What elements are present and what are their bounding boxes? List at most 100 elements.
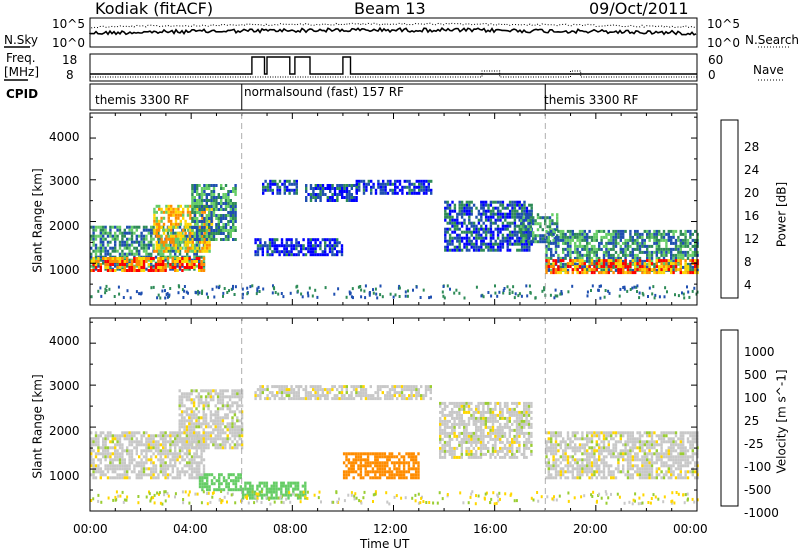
- power-cell: [401, 191, 404, 195]
- power-cell: [324, 253, 327, 257]
- power-cell: [559, 232, 562, 236]
- power-cell: [220, 226, 223, 229]
- velocity-cell: [272, 487, 276, 491]
- power-cell: [554, 262, 558, 266]
- velocity-cell: [190, 461, 194, 465]
- power-cell: [506, 245, 509, 249]
- power-cell: [99, 258, 102, 262]
- velocity-cell: [463, 419, 466, 423]
- power-cell: [634, 238, 637, 242]
- velocity-cell: [451, 413, 454, 417]
- power-cell: [106, 231, 110, 235]
- power-cell: [527, 222, 530, 226]
- velocity-cell: [482, 452, 485, 456]
- power-cell: [605, 271, 608, 275]
- power-cell: [660, 232, 663, 236]
- power-cell: [353, 196, 356, 199]
- velocity-cell: [446, 449, 449, 453]
- power-cell: [234, 193, 237, 196]
- power-cell: [529, 291, 532, 294]
- velocity-cell: [297, 391, 300, 395]
- power-cell: [588, 247, 591, 251]
- power-cell: [133, 240, 136, 244]
- power-cell: [607, 259, 610, 263]
- velocity-cell: [183, 452, 186, 456]
- power-cell: [99, 286, 102, 290]
- power-cell: [634, 259, 637, 263]
- velocity-cell: [128, 449, 131, 453]
- velocity-cell: [228, 443, 232, 447]
- velocity-cell: [200, 449, 203, 453]
- power-cell: [418, 185, 421, 189]
- velocity-cell: [186, 461, 189, 465]
- power-cell: [590, 268, 594, 272]
- power-cell: [498, 290, 501, 294]
- velocity-cell: [118, 434, 122, 438]
- power-cell: [554, 259, 558, 263]
- power-cell: [569, 232, 572, 236]
- velocity-cell: [511, 407, 514, 411]
- velocity-cell: [491, 443, 495, 447]
- power-cell: [691, 232, 694, 236]
- power-cell: [647, 295, 649, 298]
- power-cell: [140, 266, 143, 269]
- power-cell: [626, 253, 630, 257]
- velocity-cell: [90, 473, 93, 477]
- velocity-cell: [264, 397, 267, 401]
- velocity-cell: [343, 397, 346, 401]
- power-cell: [614, 235, 618, 239]
- power-cell: [643, 271, 646, 275]
- velocity-cell: [503, 431, 507, 435]
- power-cell: [196, 205, 199, 208]
- velocity-cell: [169, 452, 172, 456]
- power-cell: [574, 259, 577, 263]
- velocity-cell: [289, 484, 293, 488]
- power-cell: [114, 231, 117, 235]
- velocity-cell: [494, 443, 497, 447]
- velocity-cell: [152, 452, 155, 456]
- power-cell: [196, 211, 199, 214]
- velocity-cell: [508, 446, 511, 450]
- velocity-cell: [99, 431, 102, 435]
- velocity-cell: [465, 404, 468, 408]
- power-cell: [150, 243, 153, 247]
- power-cell: [643, 250, 646, 254]
- power-cell: [111, 263, 114, 266]
- power-cell: [152, 246, 155, 250]
- velocity-cell: [192, 422, 196, 426]
- power-cell: [172, 246, 175, 250]
- velocity-cell: [152, 437, 155, 441]
- power-cell: [266, 250, 269, 254]
- power-cell: [104, 249, 107, 253]
- velocity-cell: [439, 455, 442, 459]
- power-cell: [520, 248, 524, 252]
- power-cell: [276, 182, 279, 186]
- velocity-cell: [393, 385, 396, 389]
- power-cell: [504, 236, 507, 240]
- power-cell: [130, 263, 134, 266]
- power-cell: [264, 179, 267, 183]
- power-cell: [200, 232, 204, 235]
- power-cell: [138, 225, 141, 229]
- power-cell: [220, 214, 223, 217]
- velocity-cell: [133, 467, 136, 471]
- velocity-cell: [228, 407, 232, 411]
- power-cell: [108, 287, 111, 291]
- power-cell: [636, 259, 639, 263]
- power-cell: [552, 268, 555, 272]
- power-cell: [220, 199, 223, 202]
- velocity-cell: [231, 446, 234, 450]
- velocity-cell: [451, 446, 454, 450]
- power-cell: [215, 199, 218, 202]
- velocity-cell: [200, 452, 203, 456]
- velocity-cell: [171, 452, 174, 456]
- velocity-cell: [142, 449, 146, 453]
- velocity-cell: [388, 388, 392, 392]
- power-cell: [453, 203, 457, 207]
- power-cell: [516, 224, 519, 228]
- velocity-cell: [506, 401, 509, 405]
- velocity-cell: [200, 443, 203, 447]
- velocity-cell: [479, 401, 483, 405]
- power-cell: [183, 285, 186, 288]
- velocity-cell: [188, 395, 191, 399]
